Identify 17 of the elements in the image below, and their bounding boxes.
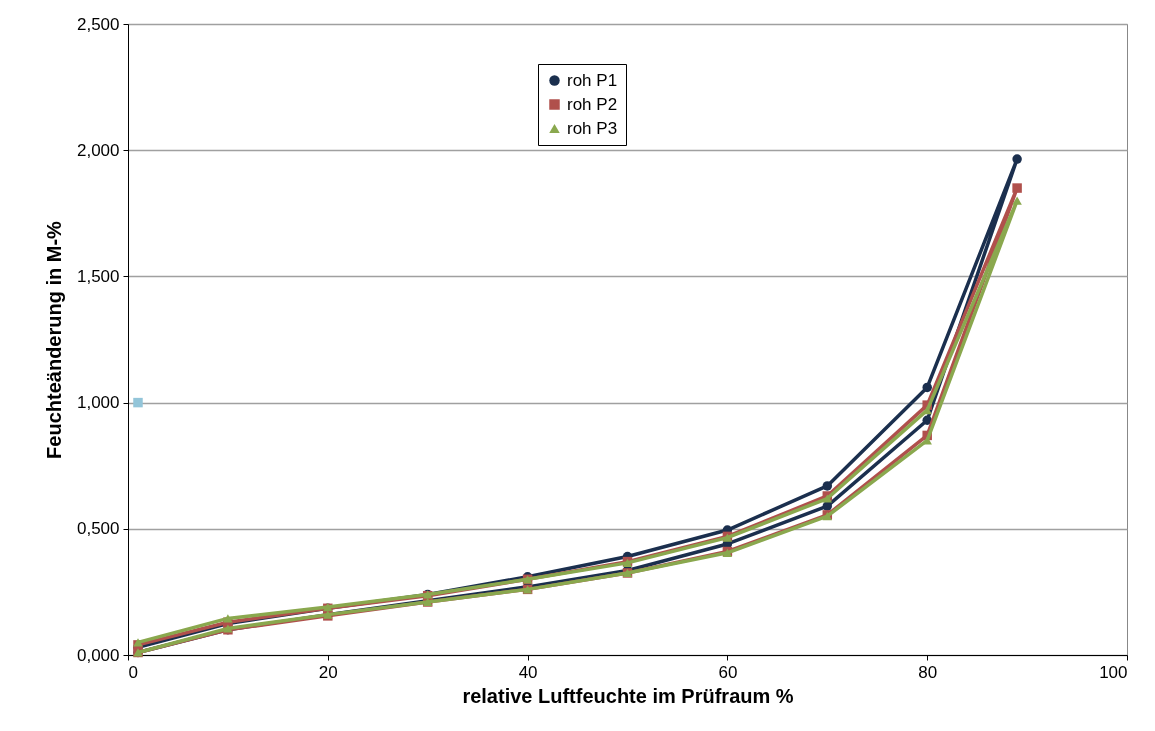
legend-label: roh P2 (567, 94, 618, 114)
y-tick-label: 2,500 (76, 14, 120, 34)
x-tick-label: 100 (1099, 662, 1128, 682)
legend-label: roh P1 (567, 70, 618, 90)
y-axis-title: Feuchteänderung in M-% (42, 220, 65, 459)
y-tick-label: 0,000 (76, 645, 120, 665)
x-tick-label: 60 (718, 662, 738, 682)
x-tick-label: 80 (918, 662, 938, 682)
legend-label: roh P3 (567, 118, 618, 138)
y-tick-label: 1,500 (76, 266, 120, 286)
y-tick-label: 2,000 (76, 140, 120, 160)
x-axis-title: relative Luftfeuchte im Prüfraum % (462, 684, 794, 707)
x-tick-label: 40 (518, 662, 538, 682)
x-tick-label: 20 (318, 662, 338, 682)
y-tick-label: 1,000 (76, 393, 120, 413)
x-tick-label: 0 (128, 662, 138, 682)
y-tick-label: 0,500 (76, 519, 120, 539)
